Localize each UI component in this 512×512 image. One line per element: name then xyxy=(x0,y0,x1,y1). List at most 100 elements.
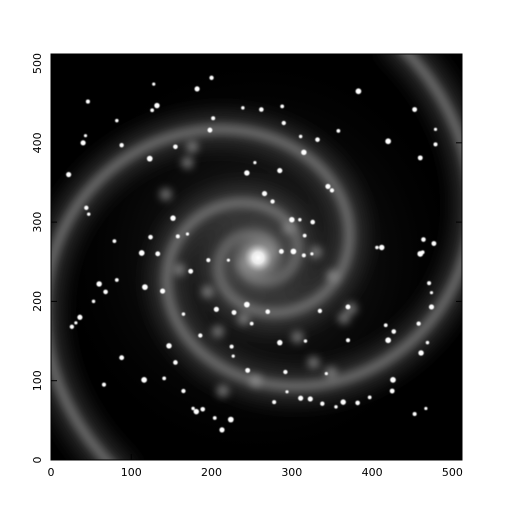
star xyxy=(307,396,313,402)
star xyxy=(229,344,234,349)
star xyxy=(241,106,245,110)
star xyxy=(80,140,86,146)
star xyxy=(148,234,153,240)
nebula-knot xyxy=(291,331,304,344)
star xyxy=(213,306,219,312)
x-tick-label: 200 xyxy=(201,466,222,479)
star xyxy=(138,250,145,256)
star xyxy=(278,249,284,254)
x-tick-label: 300 xyxy=(281,466,302,479)
star xyxy=(379,244,385,251)
plot-frame xyxy=(50,53,463,461)
nebula-knot xyxy=(309,246,322,259)
star xyxy=(428,304,435,310)
star xyxy=(429,291,434,295)
star xyxy=(336,129,341,133)
x-tick-label: 400 xyxy=(362,466,383,479)
star xyxy=(303,339,308,343)
star xyxy=(383,323,388,328)
star xyxy=(424,406,428,411)
star xyxy=(91,299,96,304)
star xyxy=(390,377,396,383)
star xyxy=(115,118,119,123)
star xyxy=(200,406,206,412)
star xyxy=(119,355,125,361)
star xyxy=(206,258,211,263)
star xyxy=(185,232,190,236)
star xyxy=(389,388,395,394)
star xyxy=(181,312,186,316)
star xyxy=(77,314,83,320)
star xyxy=(391,329,397,334)
x-tick-label: 500 xyxy=(442,466,463,479)
star xyxy=(119,143,124,148)
star xyxy=(355,400,360,406)
star xyxy=(253,161,257,165)
nebula-knot xyxy=(237,312,250,325)
star xyxy=(181,388,186,394)
nebula-knot xyxy=(159,188,172,201)
star xyxy=(219,427,225,433)
star xyxy=(154,102,160,109)
star xyxy=(170,215,176,221)
star xyxy=(412,411,417,417)
star xyxy=(249,321,254,326)
star xyxy=(298,134,303,139)
star xyxy=(290,248,297,255)
star xyxy=(324,371,328,376)
star xyxy=(345,304,351,310)
star xyxy=(425,340,430,345)
star xyxy=(367,395,372,400)
star xyxy=(277,167,283,174)
star xyxy=(69,324,75,329)
star xyxy=(270,199,275,204)
star xyxy=(231,354,235,358)
star xyxy=(433,142,438,147)
star xyxy=(261,190,268,197)
y-tick-label: 500 xyxy=(31,53,44,74)
star xyxy=(283,369,288,375)
nebula-knot xyxy=(307,356,320,369)
star xyxy=(416,321,421,326)
star xyxy=(431,241,437,246)
star xyxy=(198,333,203,338)
star xyxy=(301,149,307,156)
star xyxy=(226,258,231,262)
star xyxy=(212,416,217,420)
star xyxy=(340,399,346,405)
star xyxy=(298,395,304,401)
star xyxy=(245,367,251,373)
star xyxy=(329,188,335,193)
star xyxy=(418,350,424,356)
nebula-knot xyxy=(337,312,350,325)
star xyxy=(244,301,250,308)
star xyxy=(85,99,90,104)
star xyxy=(375,245,379,250)
star xyxy=(417,155,423,161)
star xyxy=(162,376,167,381)
star xyxy=(385,138,392,145)
x-axis: 0 100 200 300 400 500 xyxy=(48,54,463,479)
nebula-knot xyxy=(211,325,224,338)
star xyxy=(310,252,314,256)
star xyxy=(173,144,178,150)
star xyxy=(86,212,91,216)
star xyxy=(193,408,200,415)
star xyxy=(310,219,315,225)
galaxy-core xyxy=(210,209,307,306)
star xyxy=(417,250,424,257)
star xyxy=(188,268,194,274)
star xyxy=(194,86,200,92)
star xyxy=(334,405,338,409)
star xyxy=(175,234,180,239)
x-tick-label: 0 xyxy=(48,466,55,479)
star xyxy=(320,401,325,406)
star xyxy=(427,281,432,286)
nebula-knot xyxy=(249,374,262,387)
star xyxy=(265,309,271,315)
star xyxy=(96,281,102,287)
nebula-knot xyxy=(186,140,199,153)
star xyxy=(289,217,295,223)
star xyxy=(301,253,306,258)
